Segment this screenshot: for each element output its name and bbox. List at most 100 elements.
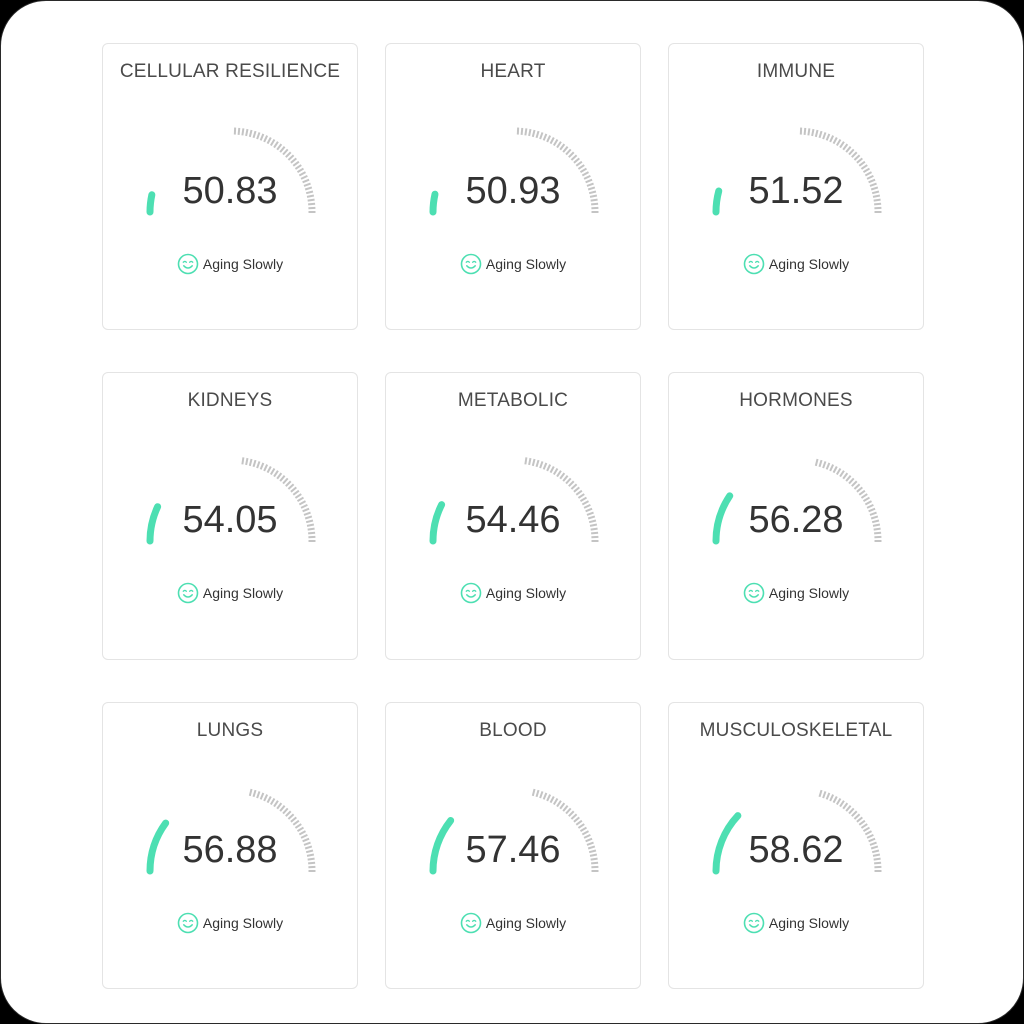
gauge-tick (870, 845, 879, 850)
status-label: Aging Slowly (485, 256, 567, 272)
gauge-tick (811, 128, 815, 137)
gauge-tick (568, 151, 575, 158)
gauge-tick (294, 493, 302, 499)
score-card-musculoskeletal[interactable]: MUSCULOSKELETAL 58.62 Aging Slowly (668, 702, 924, 989)
gauge-tick (292, 489, 300, 496)
gauge (146, 127, 316, 216)
gauge-tick (589, 194, 598, 198)
gauge-tick (868, 507, 876, 513)
gauge-tick (535, 459, 540, 468)
gauge-tick (874, 531, 882, 535)
card-title: IMMUNE (756, 61, 836, 82)
score-card-heart[interactable]: HEART 50.93 Aging Slowly (385, 43, 641, 330)
gauge-tick (546, 464, 552, 472)
gauge-tick (259, 133, 265, 141)
gauge-tick (241, 457, 245, 465)
gauge-tick (552, 798, 559, 806)
gauge-tick (296, 167, 304, 174)
gauge-tick (577, 164, 585, 170)
gauge-fill (146, 191, 156, 216)
gauge-tick (237, 127, 241, 135)
gauge-tick (542, 133, 548, 141)
gauge-tick (273, 470, 279, 478)
score-card-immune[interactable]: IMMUNE 51.52 Aging Slowly (668, 43, 924, 330)
gauge-tick (832, 466, 838, 474)
gauge-tick (845, 475, 852, 482)
gauge-tick (292, 819, 300, 826)
gauge-tick (559, 472, 566, 480)
gauge-tick (871, 190, 880, 195)
status-label: Aging Slowly (768, 915, 850, 931)
gauge-tick (302, 837, 310, 843)
gauge-tick (579, 496, 587, 503)
gauge-tick (290, 486, 297, 493)
gauge-tick (535, 789, 540, 798)
gauge-tick (858, 489, 866, 496)
gauge-tick (871, 519, 880, 524)
gauge-tick (588, 519, 597, 524)
gauge-tick (842, 143, 849, 151)
gauge (146, 788, 316, 875)
score-card-blood[interactable]: BLOOD 57.46 Aging Slowly (385, 702, 641, 989)
gauge-tick (586, 841, 594, 846)
gauge-tick (300, 174, 308, 180)
gauge-tick (866, 833, 874, 839)
gauge-tick (851, 151, 858, 158)
gauge-tick (528, 457, 532, 466)
gauge-tick (520, 127, 524, 135)
gauge-tick (303, 511, 311, 516)
gauge-tick (866, 503, 874, 509)
gauge-tick (559, 802, 566, 810)
gauge-tick (577, 823, 585, 829)
gauge-tick (591, 531, 599, 535)
smile-icon (177, 582, 199, 604)
gauge-tick (586, 182, 594, 187)
gauge-tick (832, 796, 838, 804)
gauge-tick (807, 128, 811, 136)
gauge-tick (269, 468, 276, 476)
gauge-tick (839, 141, 845, 149)
gauge-tick (585, 507, 593, 513)
gauge-tick (535, 130, 540, 139)
gauge-fill (429, 501, 446, 545)
score-value: 54.05 (182, 499, 278, 541)
gauge-tick (588, 190, 597, 195)
score-card-hormones[interactable]: HORMONES 56.28 Aging Slowly (668, 372, 924, 660)
gauge-tick (552, 468, 559, 476)
score-card-cellular-resilience[interactable]: CELLULAR RESILIENCE 50.83 Aging Slowly (102, 43, 358, 330)
card-title: CELLULAR RESILIENCE (119, 61, 341, 82)
gauge-tick (528, 128, 532, 137)
gauge-tick (872, 523, 881, 527)
gauge-tick (549, 137, 555, 145)
gauge-tick (583, 174, 591, 180)
gauge-tick (556, 800, 562, 808)
status-badge: Aging Slowly (386, 253, 640, 275)
gauge-fill (146, 503, 162, 545)
gauge-tick (590, 857, 598, 861)
gauge-tick (263, 464, 269, 472)
gauge-tick (285, 151, 292, 158)
score-value: 50.93 (465, 170, 561, 212)
score-card-kidneys[interactable]: KIDNEYS 54.05 Aging Slowly (102, 372, 358, 660)
gauge-tick (245, 128, 249, 137)
gauge-tick (256, 461, 261, 469)
gauge-fill (429, 190, 439, 216)
gauge-tick (818, 459, 823, 468)
gauge-tick (856, 157, 863, 164)
score-card-metabolic[interactable]: METABOLIC 54.46 Aging Slowly (385, 372, 641, 660)
gauge-tick (814, 129, 819, 138)
gauge-tick (259, 792, 265, 800)
gauge-tick (848, 148, 855, 156)
gauge-tick (562, 146, 569, 153)
score-value: 54.46 (465, 499, 561, 541)
status-label: Aging Slowly (202, 585, 284, 601)
gauge-tick (835, 798, 842, 806)
score-card-lungs[interactable]: LUNGS 56.88 Aging Slowly (102, 702, 358, 989)
gauge-tick (298, 830, 306, 836)
gauge-tick (263, 794, 269, 802)
gauge-tick (294, 164, 302, 170)
gauge-tick (539, 461, 544, 469)
gauge-tick (860, 164, 868, 170)
gauge-tick (587, 515, 596, 520)
gauge-tick (835, 139, 842, 147)
